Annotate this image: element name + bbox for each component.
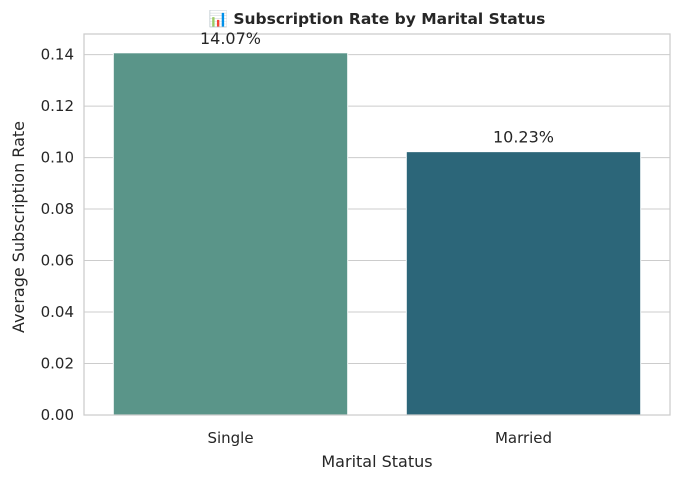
x-tick-label: Single [207,429,253,447]
axes-frame [83,33,671,416]
y-axis-label: Average Subscription Rate [9,121,28,333]
bars [112,52,642,416]
y-tick-label: 0.00 [41,406,74,424]
plot-frame [83,33,671,416]
y-tick-labels: 0.00 0.02 0.04 0.06 0.08 0.10 0.12 0.14 [41,46,74,424]
y-tick-label: 0.12 [41,97,74,115]
y-tick-label: 0.06 [41,252,74,270]
x-axis-label: Marital Status [321,452,432,471]
x-tick-label: Married [495,429,552,447]
chart-title: 📊 Subscription Rate by Marital Status [209,9,546,28]
bar-value-label: 14.07% [200,29,261,48]
y-tick-label: 0.08 [41,200,74,218]
x-tick-labels: Single Married [207,429,552,447]
y-tick-label: 0.04 [41,303,74,321]
data-labels: 14.07% 10.23% [200,29,554,147]
y-tick-label: 0.10 [41,149,74,167]
bar-married [405,151,642,416]
y-tick-label: 0.02 [41,355,74,373]
y-tick-label: 0.14 [41,46,74,64]
bar-value-label: 10.23% [493,128,554,147]
bar-single [112,52,349,416]
